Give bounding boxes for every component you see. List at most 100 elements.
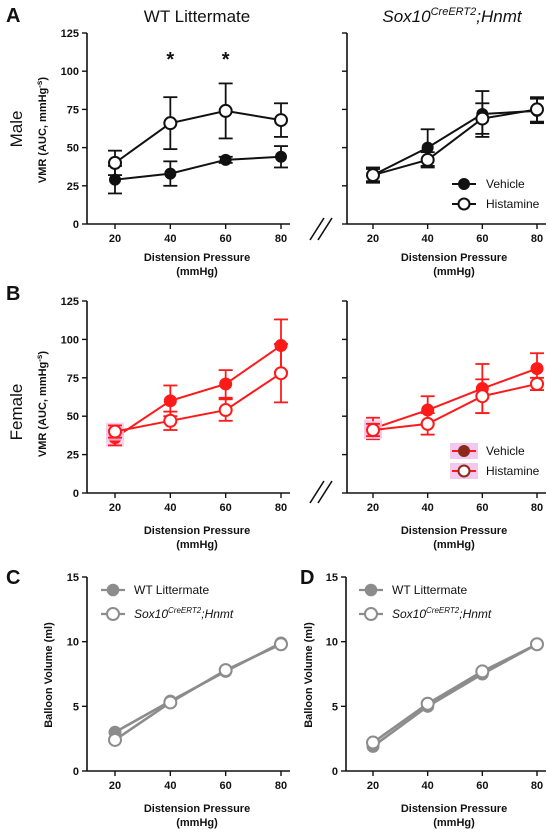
ylabel-d: Balloon Volume (ml) (303, 622, 315, 728)
legend-b-histamine-label: Histamine (486, 464, 540, 478)
row-label-female: Female (7, 384, 26, 441)
series-line-vehicle-b-right (372, 367, 538, 430)
y-tick-label-c: 10 (67, 637, 79, 649)
data-point-vehicle-a-left (164, 167, 177, 180)
column-title-ko-base: Sox10 (382, 7, 431, 26)
ylabel-b: VMR (AUC, mmHg-s) (35, 351, 49, 457)
axis-break-a (309, 217, 333, 241)
legend-a: Vehicle Histamine (452, 177, 540, 211)
y-tick-label-a-left: 125 (61, 28, 79, 40)
x-tick-label-b-right: 80 (531, 502, 543, 514)
data-point-histamine-b-left (218, 403, 233, 418)
legend-c: WT Littermate Sox10CreERT2;Hnmt (101, 583, 234, 621)
data-point-histamine-a-right (530, 102, 544, 117)
xlabel-c-1: Distension Pressure (144, 803, 250, 815)
series-line-vehicle-a-left (114, 155, 282, 181)
data-point-histamine-b-left (108, 424, 122, 439)
x-tick-label-a-right: 20 (367, 233, 379, 245)
x-tick-label-b-left: 60 (220, 502, 232, 514)
legend-b-histamine-marker (457, 464, 471, 478)
x-tick-label-b-left: 80 (275, 502, 287, 514)
series-line-histamine-a-left (114, 109, 282, 164)
xlabel-a-left-2: (mmHg) (176, 266, 218, 278)
panel-letter-b: B (6, 283, 20, 305)
xlabel-a-right-1: Distension Pressure (401, 252, 507, 264)
x-tick-label-c: 80 (275, 780, 287, 792)
ylabel-a-close: ) (37, 77, 49, 81)
data-point-histamine-a-right (475, 111, 490, 126)
y-tick-label-b-left: 50 (67, 411, 79, 423)
y-tick-label-a-left: 25 (67, 181, 79, 193)
x-tick-label-b-left: 40 (164, 502, 176, 514)
data-point-vehicle-b-left (163, 394, 177, 408)
data-point-histamine-a-left (163, 116, 178, 131)
legend-c-wt-label: WT Littermate (134, 583, 209, 597)
legend-a-vehicle-marker (458, 178, 470, 190)
ylabel-c: Balloon Volume (ml) (43, 622, 55, 728)
y-tick-label-a-left: 0 (73, 219, 79, 231)
x-tick-label-a-right: 60 (476, 233, 488, 245)
x-tick-label-a-left: 20 (109, 233, 121, 245)
axis-break-b (309, 480, 333, 504)
data-point-histamine-b-right (475, 389, 490, 404)
y-tick-label-b-left: 75 (67, 373, 79, 385)
xlabel-a-left-1: Distension Pressure (144, 252, 250, 264)
legend-c-ko-label: Sox10CreERT2;Hnmt (134, 606, 234, 621)
x-tick-label-a-left: 80 (275, 233, 287, 245)
y-tick-label-c: 5 (73, 701, 79, 713)
data-point-histamine-b-right (420, 416, 435, 431)
xlabel-d-1: Distension Pressure (401, 803, 507, 815)
xlabel-d-2: (mmHg) (433, 817, 475, 829)
ylabel-b-sup: -s (35, 354, 44, 362)
data-point-histamine-d (420, 696, 435, 711)
panel-letter-c: C (6, 567, 20, 589)
legend-b-vehicle-marker (458, 445, 470, 457)
x-tick-label-a-right: 40 (422, 233, 434, 245)
legend-d-wt-label: WT Littermate (392, 583, 467, 597)
legend-c-wt-marker (106, 583, 120, 597)
y-tick-label-b-left: 125 (61, 296, 79, 308)
y-tick-label-a-left: 50 (67, 143, 79, 155)
ylabel-a-sup: -s (35, 80, 44, 88)
data-point-histamine-c (274, 637, 288, 652)
y-tick-label-c: 15 (67, 572, 79, 584)
ylabel-a-main: VMR (AUC, mmHg (37, 88, 49, 183)
legend-a-histamine-label: Histamine (486, 197, 540, 211)
legend-d-ko-marker (364, 607, 378, 621)
panel-letter-a: A (6, 5, 20, 27)
ylabel-b-close: ) (37, 351, 49, 355)
data-point-histamine-d (530, 637, 544, 652)
y-tick-label-a-left: 100 (61, 66, 79, 78)
ylabel-a: VMR (AUC, mmHg-s) (35, 77, 49, 183)
data-point-histamine-a-left (274, 113, 288, 128)
data-point-histamine-b-left (274, 366, 288, 381)
series-line-histamine-a-right (372, 108, 538, 177)
data-point-vehicle-b-right (530, 362, 544, 376)
series-line-histamine-b-right (372, 382, 538, 432)
data-point-histamine-c (108, 732, 122, 747)
legend-b: Vehicle Histamine (450, 443, 540, 479)
data-point-vehicle-a-left (109, 173, 121, 186)
xlabel-b-left-1: Distension Pressure (144, 525, 250, 537)
data-point-histamine-d (475, 664, 490, 679)
x-tick-label-c: 40 (164, 780, 176, 792)
y-tick-label-d: 15 (326, 572, 338, 584)
y-tick-label-b-left: 100 (61, 334, 79, 346)
legend-c-ko-tail: ;Hnmt (201, 607, 234, 621)
legend-d-wt-marker (364, 583, 378, 597)
data-point-histamine-c (163, 695, 178, 710)
legend-c-ko-sup: CreERT2 (168, 606, 202, 615)
y-tick-label-c: 0 (73, 766, 79, 778)
column-title-ko-sup: CreERT2 (431, 6, 477, 18)
y-tick-label-b-left: 0 (73, 488, 79, 500)
legend-d-ko-sup: CreERT2 (426, 606, 460, 615)
data-point-vehicle-a-left (275, 150, 287, 163)
data-point-histamine-b-right (366, 423, 380, 438)
chart-d: 0 5 10 15 20 40 60 80 (326, 572, 546, 792)
series-line-histamine-c (114, 643, 282, 742)
column-title-ko: Sox10CreERT2;Hnmt (382, 6, 522, 26)
x-tick-label-b-right: 20 (367, 502, 379, 514)
x-tick-label-b-left: 20 (109, 502, 121, 514)
xlabel-b-left-2: (mmHg) (176, 539, 218, 551)
chart-c: 0 5 10 15 20 40 60 80 (67, 572, 290, 792)
